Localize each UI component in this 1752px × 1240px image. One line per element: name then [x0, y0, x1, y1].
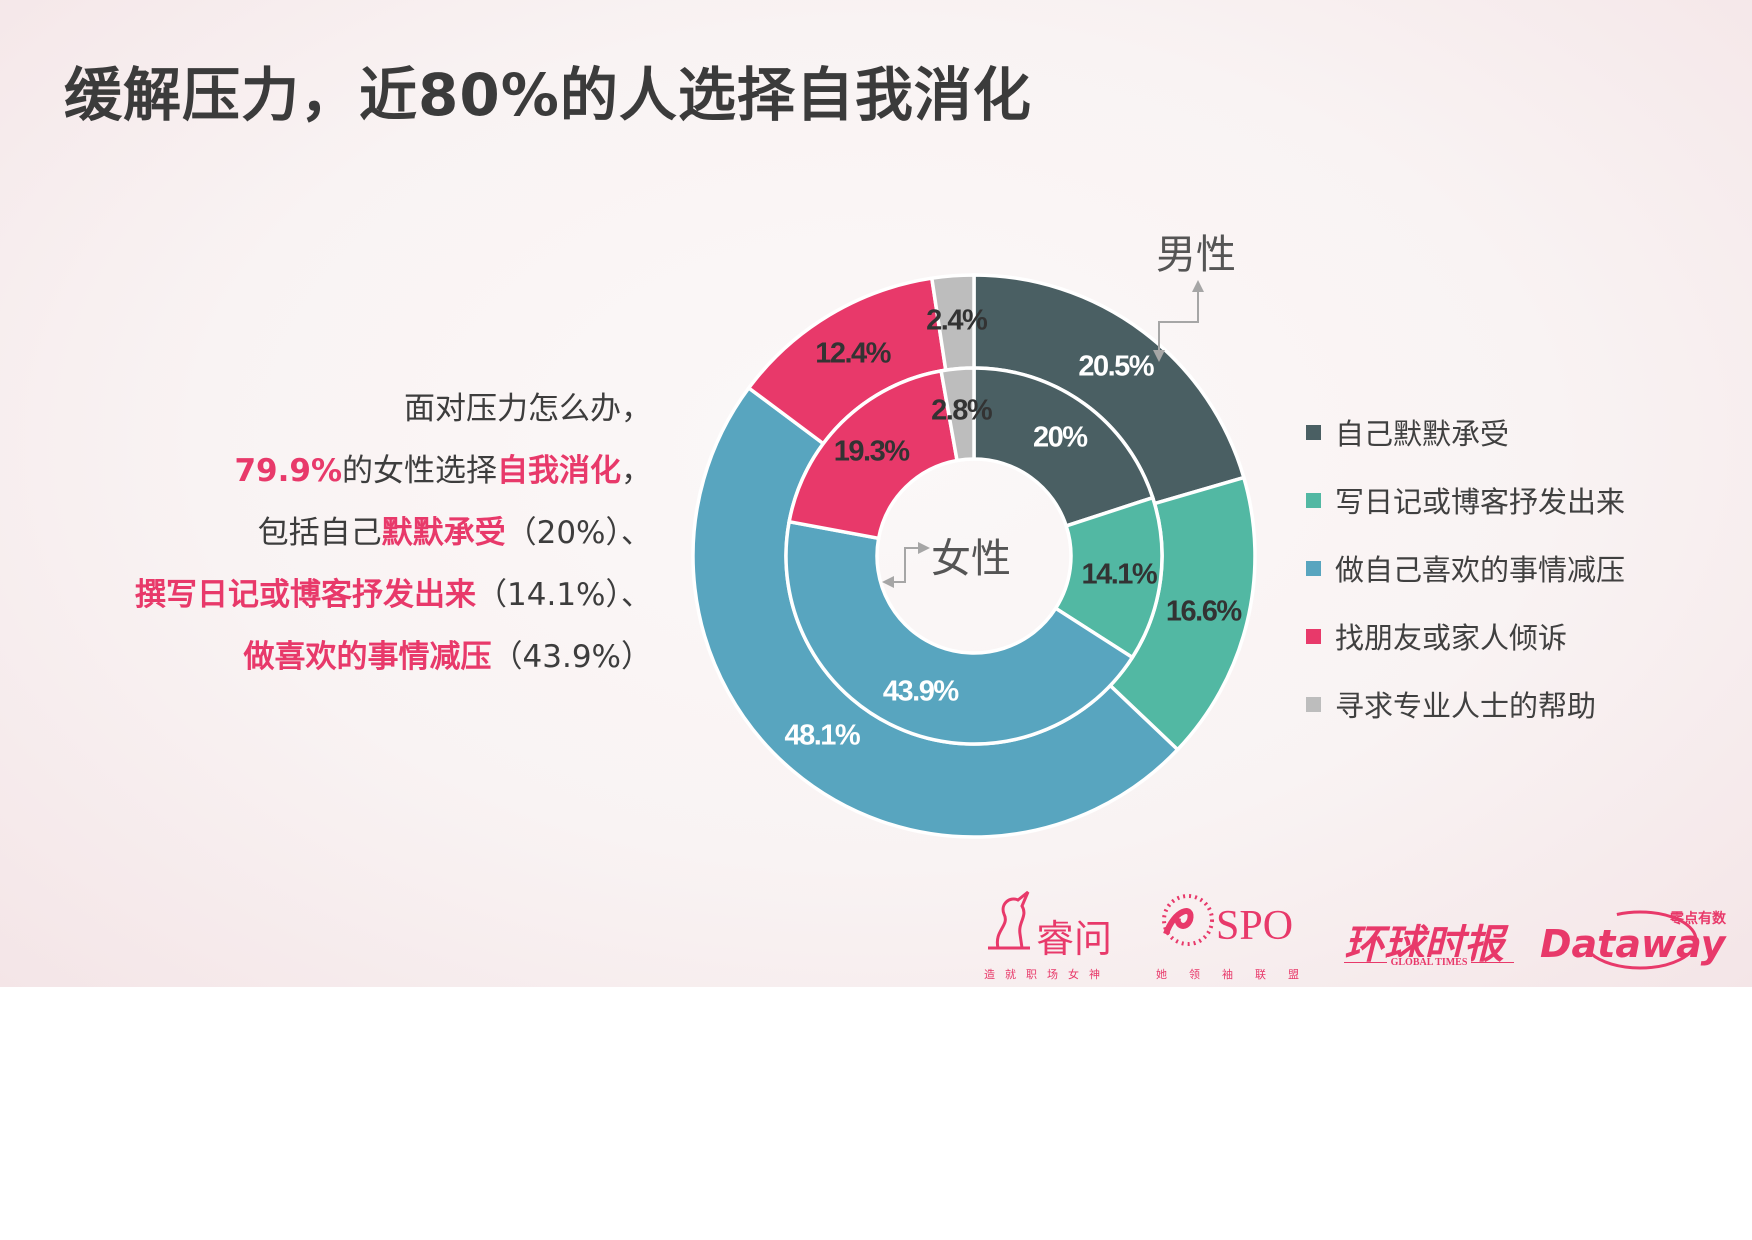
- logo-ruiwen-tagline: 造就职场女神: [984, 968, 1110, 981]
- logo-ruiwen: 睿问 造就职场女神: [984, 890, 1112, 981]
- female-connector-arrow-icon: [882, 542, 930, 588]
- donut-segment: [784, 519, 1135, 746]
- summary-text-span: 的女性选择: [342, 453, 497, 489]
- donut-segment: [939, 366, 976, 463]
- sponsor-logos: 睿问 造就职场女神 SPO 她领袖联盟 环球时报 GLOBAL TIMES Da…: [980, 890, 1740, 986]
- data-label: 12.4%: [815, 337, 891, 370]
- legend-swatch: [1306, 628, 1321, 644]
- summary-text-span: 面对压力怎么办，: [404, 391, 652, 427]
- inner-ring-female: [784, 366, 1164, 746]
- data-label: 16.6%: [1165, 595, 1242, 628]
- summary-line-4: 撰写日记或博客抒发出来（14.1%）、: [135, 564, 652, 626]
- data-label: 2.8%: [931, 394, 993, 427]
- summary-line-3: 包括自己默默承受（20%）、: [135, 502, 652, 564]
- logo-global-times-sub: GLOBAL TIMES: [1344, 957, 1514, 968]
- summary-line-1: 面对压力怎么办，: [135, 378, 652, 440]
- legend-item: 做自己喜欢的事情减压: [1306, 534, 1625, 602]
- page-title: 缓解压力，近80%的人选择自我消化: [64, 61, 1032, 129]
- summary-line-2: 79.9%的女性选择自我消化，: [135, 440, 652, 502]
- logo-spo: SPO 她领袖联盟: [1156, 890, 1299, 981]
- highlight-text: 做喜欢的事情减压: [243, 639, 492, 675]
- legend-label: 寻求专业人士的帮助: [1335, 689, 1597, 723]
- highlight-percent: 79.9%: [234, 453, 342, 489]
- summary-text-span: （43.9%）: [491, 639, 652, 675]
- male-connector-arrow-icon: [1153, 280, 1204, 362]
- legend-label: 做自己喜欢的事情减压: [1335, 553, 1626, 587]
- data-label: 19.3%: [833, 435, 910, 468]
- legend-item: 写日记或博客抒发出来: [1306, 466, 1625, 534]
- logo-spo-tagline: 她领袖联盟: [1156, 968, 1321, 981]
- data-label: 2.4%: [926, 304, 988, 337]
- data-label: 48.1%: [784, 719, 860, 752]
- ring-title-male: 男性: [1156, 232, 1236, 278]
- ring-title-female: 女性: [931, 536, 1011, 582]
- highlight-text: 撰写日记或博客抒发出来: [135, 577, 477, 613]
- legend-item: 寻求专业人士的帮助: [1306, 670, 1625, 738]
- legend-item: 自己默默承受: [1306, 398, 1625, 466]
- donut-segment: [787, 368, 960, 541]
- summary-line-5: 做喜欢的事情减压（43.9%）: [135, 626, 652, 688]
- summary-text-span: （14.1%）、: [476, 577, 652, 613]
- highlight-text: 自我消化: [497, 453, 621, 489]
- logo-dataway-sub: 零点有数: [1670, 911, 1726, 927]
- summary-text-span: （20%）、: [505, 515, 652, 551]
- chart-legend: 自己默默承受 写日记或博客抒发出来 做自己喜欢的事情减压 找朋友或家人倾诉 寻求…: [1306, 398, 1625, 738]
- legend-label: 找朋友或家人倾诉: [1335, 621, 1568, 655]
- dataway-swoosh-icon: [1582, 910, 1698, 970]
- logo-ruiwen-name: 睿问: [1036, 917, 1113, 961]
- logo-dataway-name: Dataway: [1540, 922, 1726, 966]
- unicorn-logo-icon: [988, 890, 1030, 950]
- summary-text: 面对压力怎么办， 79.9%的女性选择自我消化， 包括自己默默承受（20%）、 …: [135, 378, 652, 688]
- legend-swatch: [1306, 560, 1321, 576]
- legend-swatch: [1306, 492, 1321, 508]
- logo-spo-name: SPO: [1216, 903, 1294, 949]
- outer-ring-male: [691, 273, 1257, 839]
- data-label: 20%: [1032, 421, 1088, 454]
- slide: 缓解压力，近80%的人选择自我消化 面对压力怎么办， 79.9%的女性选择自我消…: [0, 0, 1752, 987]
- summary-text-span: 包括自己: [257, 515, 382, 551]
- legend-swatch: [1306, 696, 1321, 712]
- spo-logo-icon: [1162, 894, 1214, 946]
- donut-segment: [972, 366, 1155, 529]
- highlight-text: 默默承受: [381, 515, 506, 551]
- data-label: 14.1%: [1081, 558, 1157, 590]
- logo-global-times-sub-text: GLOBAL TIMES: [1386, 957, 1472, 968]
- logo-global-times: 环球时报 GLOBAL TIMES: [1344, 912, 1514, 970]
- summary-text-span: ，: [621, 453, 652, 489]
- legend-label: 自己默默承受: [1335, 417, 1510, 451]
- legend-item: 找朋友或家人倾诉: [1306, 602, 1625, 670]
- data-label: 43.9%: [882, 675, 959, 708]
- legend-swatch: [1306, 424, 1321, 440]
- nested-donut-chart: [691, 273, 1257, 839]
- data-label: 20.5%: [1078, 350, 1154, 383]
- legend-label: 写日记或博客抒发出来: [1335, 485, 1626, 519]
